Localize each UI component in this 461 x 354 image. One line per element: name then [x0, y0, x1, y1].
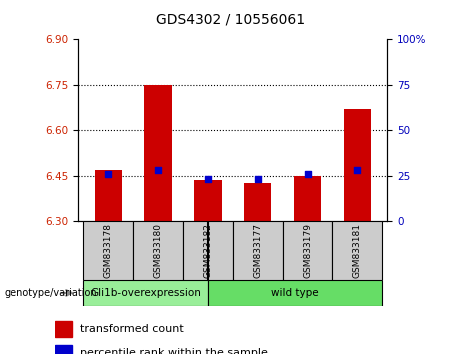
Bar: [95, 170, 122, 221]
Bar: [144, 85, 172, 221]
Point: [154, 167, 162, 173]
Point: [254, 177, 261, 182]
Bar: [283, 221, 332, 280]
Point: [354, 167, 361, 173]
Bar: [332, 221, 382, 280]
Point: [304, 171, 311, 177]
Text: transformed count: transformed count: [80, 324, 184, 334]
Bar: [294, 176, 321, 221]
Bar: [244, 183, 272, 221]
Text: GSM833178: GSM833178: [104, 223, 113, 278]
Text: GSM833182: GSM833182: [203, 223, 213, 278]
Bar: [55, 345, 72, 354]
Text: GSM833179: GSM833179: [303, 223, 312, 278]
Text: genotype/variation: genotype/variation: [5, 288, 97, 298]
Text: Gli1b-overexpression: Gli1b-overexpression: [90, 288, 201, 298]
Bar: [183, 221, 233, 280]
Text: GSM833181: GSM833181: [353, 223, 362, 278]
Bar: [194, 180, 222, 221]
Text: percentile rank within the sample: percentile rank within the sample: [80, 348, 268, 354]
Bar: [133, 221, 183, 280]
Point: [105, 171, 112, 177]
Text: GDS4302 / 10556061: GDS4302 / 10556061: [156, 12, 305, 27]
Bar: [233, 221, 283, 280]
Text: GSM833180: GSM833180: [154, 223, 163, 278]
Bar: [343, 109, 371, 221]
Bar: [55, 321, 72, 337]
Text: wild type: wild type: [271, 288, 319, 298]
Bar: [83, 221, 133, 280]
Text: GSM833177: GSM833177: [253, 223, 262, 278]
Bar: [83, 280, 208, 306]
Point: [204, 177, 212, 182]
Bar: [208, 280, 382, 306]
